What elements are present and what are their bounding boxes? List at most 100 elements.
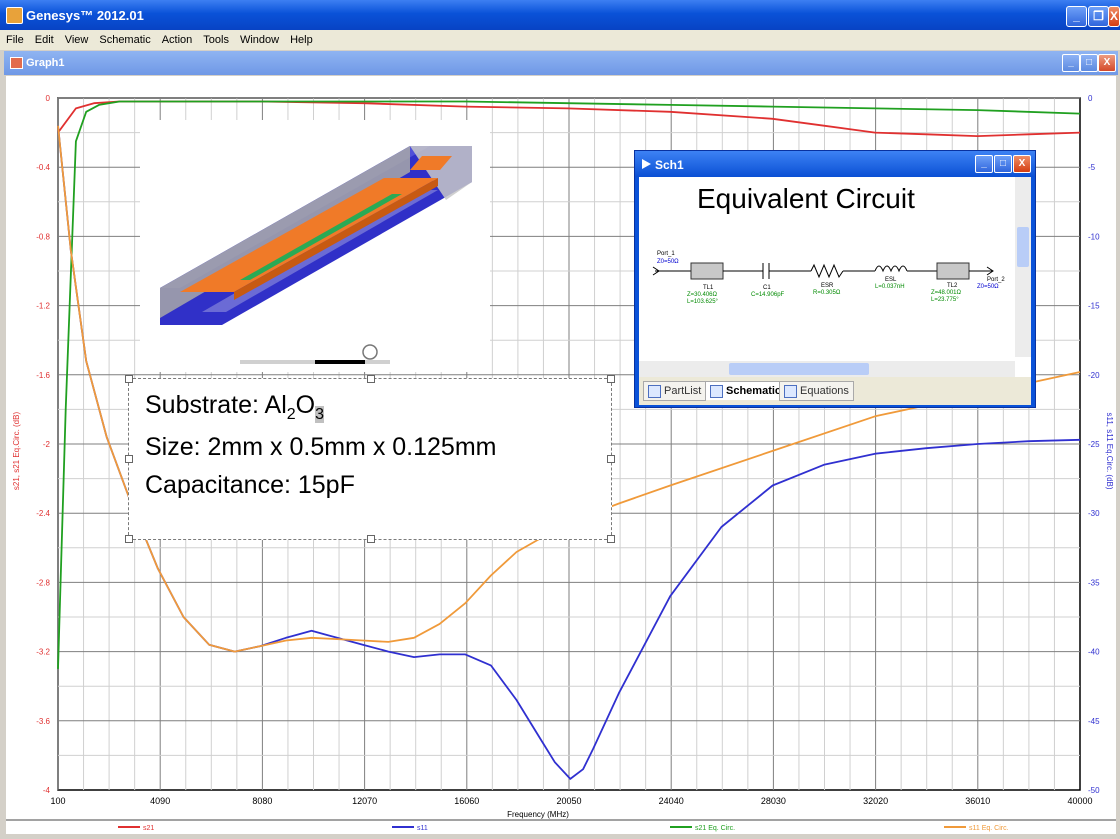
- tl2-z: Z=48.001Ω: [931, 290, 962, 296]
- graph-maximize-button[interactable]: □: [1080, 54, 1098, 72]
- resize-handle[interactable]: [125, 535, 133, 543]
- size-text: Size: 2mm x 0.5mm x 0.125mm: [145, 433, 497, 461]
- y2-tick-label: -35: [1088, 578, 1100, 587]
- schematic-heading: Equivalent Circuit: [697, 183, 915, 214]
- schematic-canvas[interactable]: Equivalent Circuit Port_1 Z0=50Ω TL1 Z=3…: [639, 177, 1031, 377]
- y2-tick-label: -50: [1088, 786, 1100, 795]
- y-tick-label: -2: [43, 440, 51, 449]
- port2-param: Z0=50Ω: [977, 284, 999, 290]
- sch-close-button[interactable]: X: [1013, 155, 1031, 173]
- menu-view[interactable]: View: [64, 34, 89, 46]
- resize-handle[interactable]: [367, 375, 375, 383]
- menu-help[interactable]: Help: [290, 34, 313, 46]
- resize-handle[interactable]: [125, 455, 133, 463]
- maximize-button[interactable]: ❐: [1088, 6, 1109, 27]
- chart-curves: [57, 100, 1081, 780]
- y-tick-label: 0: [46, 94, 51, 103]
- x-tick-label: 20050: [556, 796, 581, 806]
- tab-equations[interactable]: Equations: [779, 381, 854, 401]
- graph-close-button[interactable]: X: [1098, 54, 1116, 72]
- port1-param: Z0=50Ω: [657, 259, 679, 265]
- y2-axis-ticks: 0 -5 -10 -15 -20 -25 -30 -35 -40 -45 -50: [1088, 94, 1100, 795]
- resize-handle[interactable]: [607, 455, 615, 463]
- x-tick-label: 36010: [965, 796, 990, 806]
- play-icon: [642, 159, 651, 169]
- y-tick-label: -0.8: [36, 232, 50, 241]
- y-tick-label: -4: [43, 786, 51, 795]
- esl-l: L=0.037nH: [875, 284, 905, 290]
- x-tick-label: 100: [50, 796, 65, 806]
- y-tick-label: -3.2: [36, 648, 50, 657]
- y-tick-label: -3.6: [36, 717, 50, 726]
- y2-tick-label: -45: [1088, 717, 1100, 726]
- chart-legend: s21 s11 s21 Eq. Circ. s11 Eq. Circ.: [6, 819, 1116, 832]
- sch-minimize-button[interactable]: _: [975, 155, 993, 173]
- menu-bar: File Edit View Schematic Action Tools Window He…: [0, 30, 1120, 50]
- substrate-3d-model-image: [140, 120, 490, 372]
- y2-tick-label: -20: [1088, 371, 1100, 380]
- equations-icon: [784, 385, 797, 398]
- y-tick-label: -0.4: [36, 163, 50, 172]
- resize-handle[interactable]: [607, 375, 615, 383]
- x-tick-label: 32020: [863, 796, 888, 806]
- app-title: Genesys™ 2012.01: [26, 8, 144, 23]
- y2-tick-label: -10: [1088, 232, 1100, 241]
- x-tick-label: 40000: [1067, 796, 1092, 806]
- y-axis-ticks: 0 -0.4 -0.8 -1.2 -1.6 -2 -2.4 -2.8 -3.2 -3.6 -4: [36, 94, 50, 795]
- resize-handle[interactable]: [607, 535, 615, 543]
- graph-minimize-button[interactable]: _: [1062, 54, 1080, 72]
- circuit-diagram: Port_1 Z0=50Ω TL1 Z=30.406Ω L=103.625° C…: [652, 251, 1005, 305]
- port2-label: Port_2: [987, 277, 1005, 283]
- esr-r: R=0.305Ω: [813, 290, 841, 296]
- graph-icon: [10, 57, 23, 69]
- tl2-label: TL2: [947, 283, 958, 289]
- y2-tick-label: -30: [1088, 509, 1100, 518]
- c1-c: C=14.906pF: [751, 292, 785, 298]
- schematic-tabs: PartList Schematic Equations: [639, 377, 1031, 405]
- resize-handle[interactable]: [367, 535, 375, 543]
- menu-window[interactable]: Window: [239, 34, 280, 46]
- partlist-icon: [648, 385, 661, 398]
- horizontal-scrollbar[interactable]: [639, 361, 1015, 377]
- tl1-z: Z=30.406Ω: [687, 292, 718, 298]
- y2-axis-label: s11, s11 Eq.Circ. (dB): [1105, 412, 1114, 489]
- x-axis-ticks: 100 4090 8080 12070 16060 20050 24040 28030 3202…: [50, 796, 1092, 806]
- tl1-l: L=103.625°: [687, 299, 719, 305]
- capacitance-text: Capacitance: 15pF: [145, 471, 355, 499]
- x-tick-label: 12070: [352, 796, 377, 806]
- app-title-bar: Genesys™ 2012.01 _ ❐ X: [0, 0, 1120, 30]
- esr-label: ESR: [821, 283, 834, 289]
- y2-tick-label: -15: [1088, 302, 1100, 311]
- y2-tick-label: -25: [1088, 440, 1100, 449]
- menu-tools[interactable]: Tools: [203, 34, 229, 46]
- graph-window-title-bar: Graph1 _ □ X: [4, 51, 1118, 75]
- x-tick-label: 16060: [454, 796, 479, 806]
- menu-file[interactable]: File: [6, 34, 24, 46]
- vertical-scrollbar[interactable]: [1015, 177, 1031, 357]
- c1-label: C1: [763, 285, 771, 291]
- substrate-text: Substrate: Al2O3: [145, 391, 325, 423]
- tl1-symbol: [690, 262, 724, 280]
- menu-edit[interactable]: Edit: [34, 34, 54, 46]
- tab-schematic[interactable]: Schematic: [705, 381, 787, 400]
- y2-tick-label: 0: [1088, 94, 1093, 103]
- y-tick-label: -1.2: [36, 302, 50, 311]
- tab-partlist[interactable]: PartList: [643, 381, 707, 401]
- s21-eq-circ-curve: [57, 100, 1081, 669]
- y2-tick-label: -5: [1088, 163, 1096, 172]
- sch-maximize-button[interactable]: □: [994, 155, 1012, 173]
- esl-label: ESL: [885, 277, 897, 283]
- x-tick-label: 8080: [252, 796, 272, 806]
- port1-label: Port_1: [657, 251, 675, 257]
- y-tick-label: -2.8: [36, 578, 50, 587]
- minimize-button[interactable]: _: [1066, 6, 1087, 27]
- menu-schematic[interactable]: Schematic: [99, 34, 151, 46]
- resize-handle[interactable]: [125, 375, 133, 383]
- legend-entry: s11: [417, 825, 428, 832]
- schematic-title-bar: Sch1 _ □ X: [635, 151, 1035, 177]
- close-button[interactable]: X: [1108, 6, 1120, 27]
- x-tick-label: 24040: [659, 796, 684, 806]
- schematic-icon: [710, 385, 723, 398]
- substrate-info-box[interactable]: Substrate: Al2O3 Size: 2mm x 0.5mm x 0.1…: [125, 375, 615, 543]
- menu-action[interactable]: Action: [161, 34, 193, 46]
